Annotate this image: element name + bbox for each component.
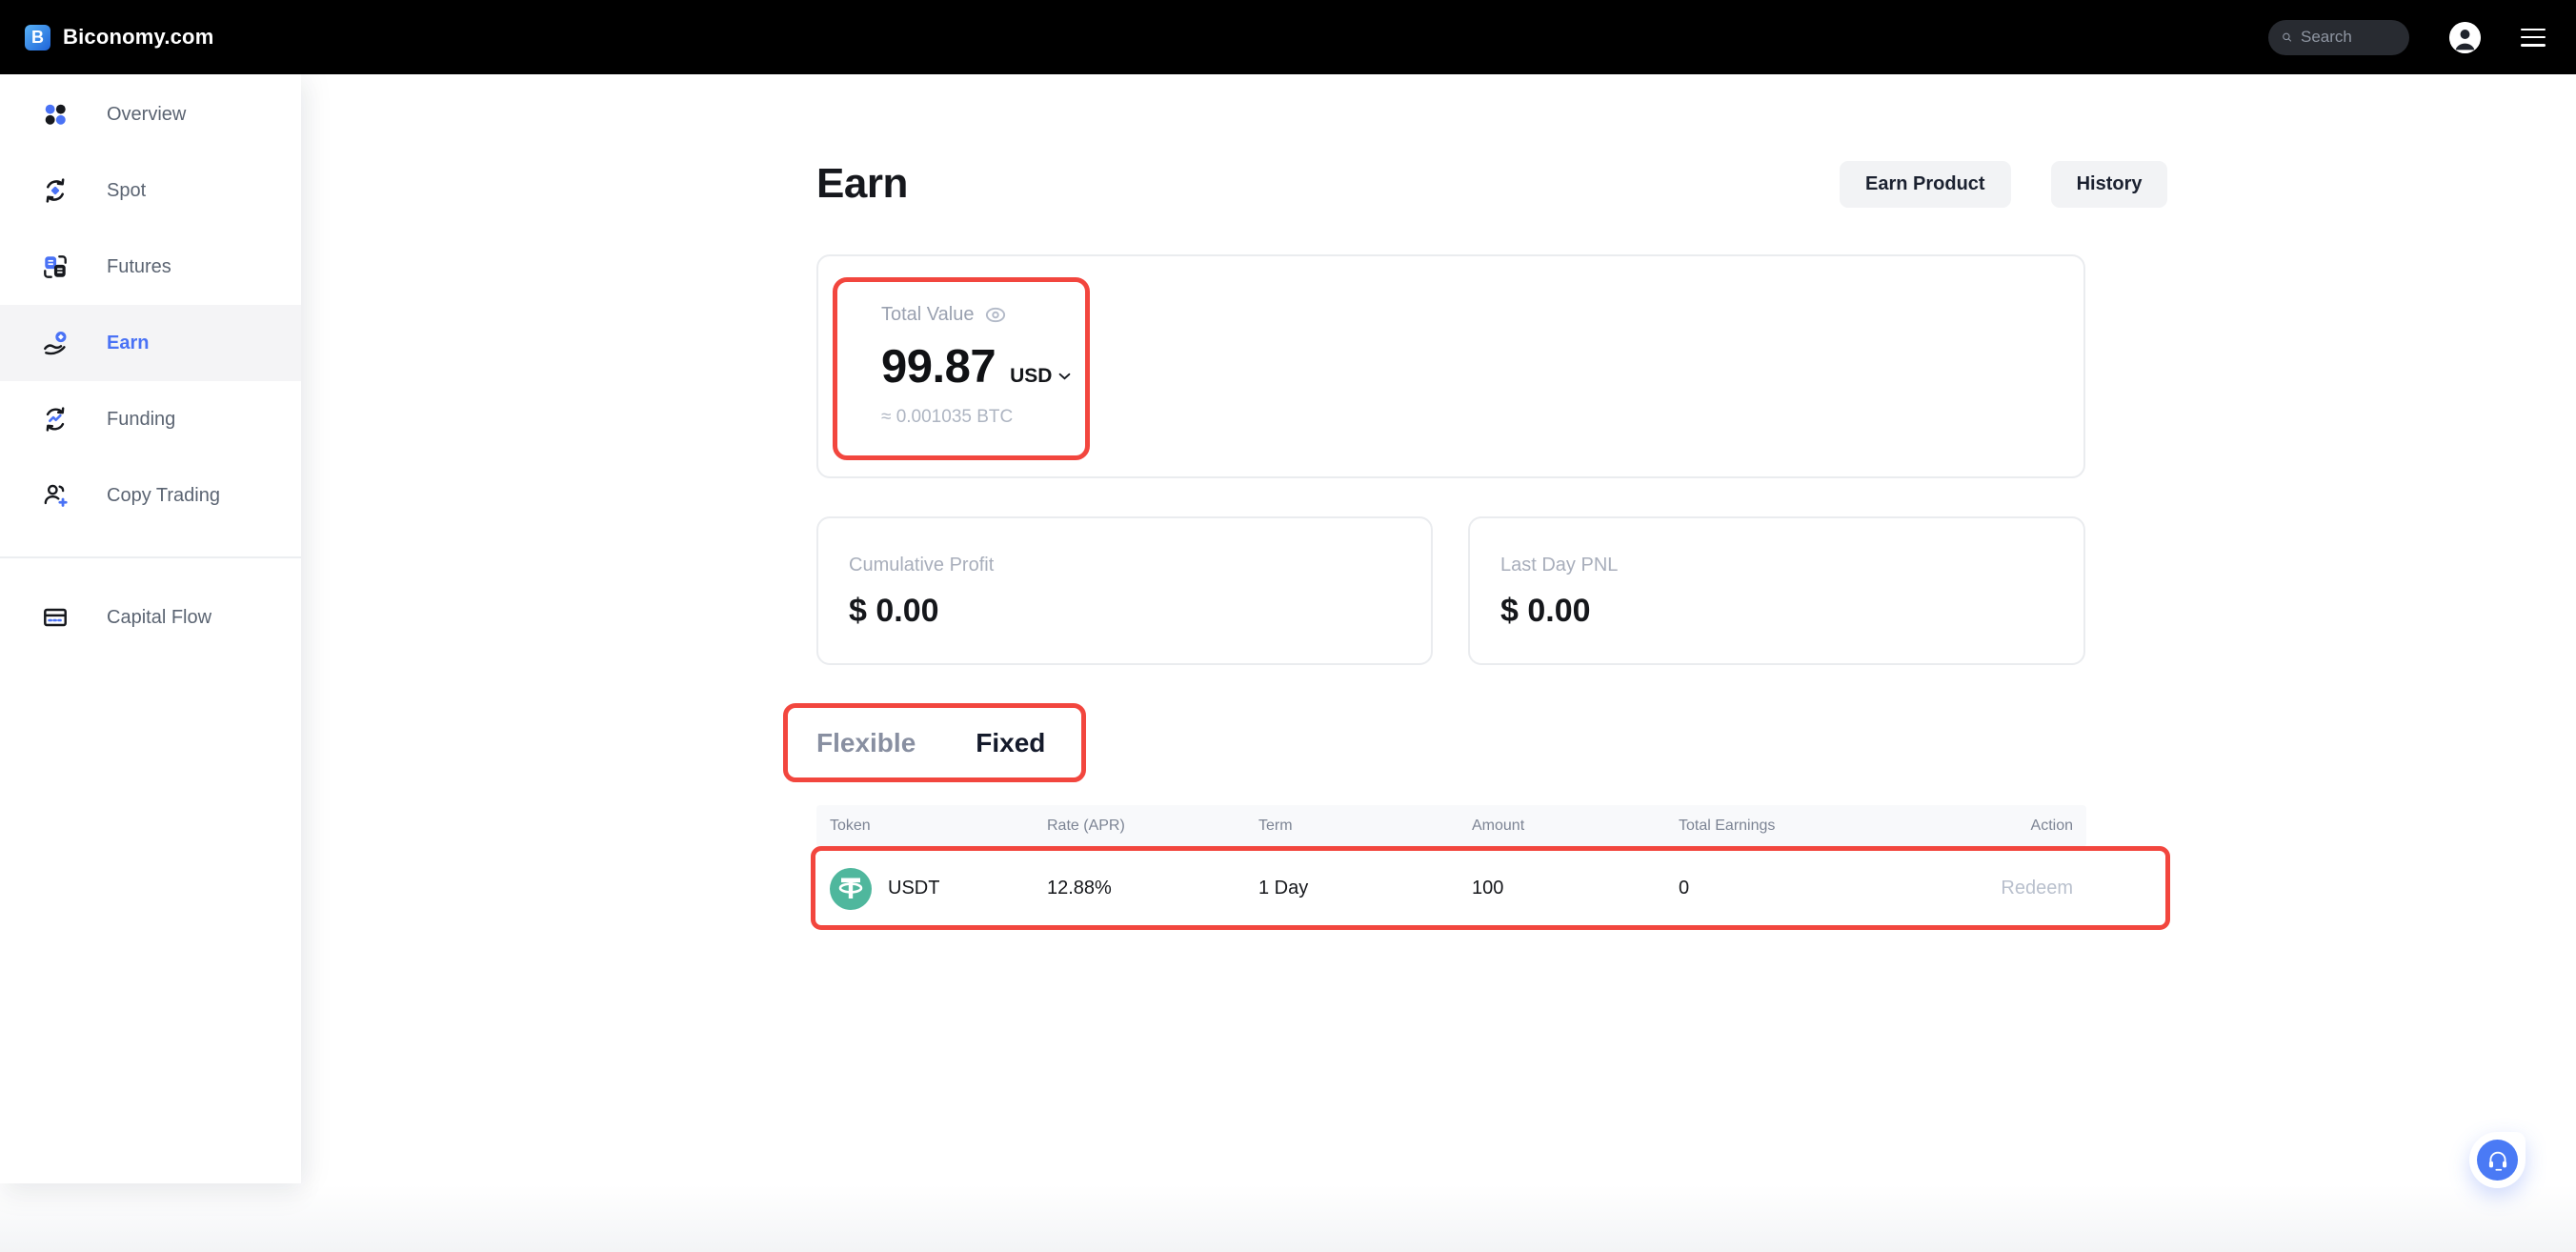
tab-flexible[interactable]: Flexible (816, 727, 916, 757)
cumulative-profit-label: Cumulative Profit (849, 555, 995, 576)
biconomy-logo-icon: B (25, 24, 50, 50)
chevron-down-icon (1059, 373, 1071, 380)
support-chat-button[interactable] (2469, 1132, 2526, 1188)
sidebar-nav: Overview Spot Futures (0, 74, 301, 1183)
sidebar-divider (0, 556, 301, 558)
sidebar-item-capital-flow[interactable]: Capital Flow (0, 579, 301, 656)
search-icon (2283, 32, 2292, 42)
menu-icon[interactable] (2521, 28, 2546, 47)
funding-icon (46, 407, 65, 432)
last-day-pnl-card: Last Day PNL $ 0.00 (1468, 516, 2085, 665)
sidebar-item-label: Spot (107, 179, 147, 201)
history-button[interactable]: History (2050, 161, 2168, 208)
top-header: B Biconomy.com (0, 0, 2576, 74)
currency-selector[interactable]: USD (1010, 365, 1071, 388)
currency-label: USD (1010, 365, 1053, 387)
cumulative-profit-card: Cumulative Profit $ 0.00 (816, 516, 1433, 665)
sidebar-item-funding[interactable]: Funding (0, 381, 301, 457)
tab-fixed[interactable]: Fixed (976, 727, 1046, 757)
col-header-action: Action (2030, 818, 2073, 834)
brand-name: Biconomy.com (63, 25, 214, 49)
btc-equivalent: ≈ 0.001035 BTC (881, 407, 1014, 427)
page-title: Earn (816, 160, 908, 207)
sidebar-item-label: Overview (107, 103, 187, 125)
table-row: USDT 12.88% 1 Day 100 0 Redeem (816, 849, 2086, 928)
brand-logo[interactable]: B Biconomy.com (25, 24, 214, 50)
eye-icon[interactable] (984, 307, 1007, 323)
sidebar-item-overview[interactable]: Overview (0, 76, 301, 152)
last-day-pnl-label: Last Day PNL (1500, 555, 1619, 576)
sidebar-item-earn[interactable]: Earn (0, 305, 301, 381)
col-header-total-earnings: Total Earnings (1679, 818, 1776, 834)
total-earnings-value: 0 (1679, 878, 1690, 899)
total-value-amount: 99.87 (881, 341, 996, 393)
table-header-row: Token Rate (APR) Term Amount Total Earni… (816, 805, 2086, 847)
rate-value: 12.88% (1047, 878, 1112, 899)
cumulative-profit-value: $ 0.00 (849, 593, 939, 629)
sidebar-item-label: Earn (107, 332, 150, 353)
amount-value: 100 (1472, 878, 1504, 899)
sidebar-item-copy-trading[interactable]: Copy Trading (0, 457, 301, 534)
spot-icon (46, 178, 65, 203)
sidebar-item-label: Copy Trading (107, 484, 220, 506)
person-icon (2449, 21, 2481, 53)
sidebar-item-label: Funding (107, 408, 176, 430)
search-box[interactable] (2268, 19, 2409, 55)
col-header-amount: Amount (1472, 818, 1525, 834)
sidebar-item-label: Capital Flow (107, 606, 212, 628)
last-day-pnl-value: $ 0.00 (1500, 593, 1591, 629)
earn-type-tabs: Flexible Fixed (785, 704, 1085, 781)
col-header-token: Token (830, 818, 871, 834)
overview-icon (45, 104, 66, 125)
redeem-button[interactable]: Redeem (2001, 878, 2073, 899)
token-name: USDT (888, 878, 940, 899)
total-value-label: Total Value (881, 304, 975, 325)
earn-product-button[interactable]: Earn Product (1840, 161, 2011, 208)
earn-icon (44, 332, 67, 355)
tether-icon (830, 867, 872, 910)
user-avatar[interactable] (2449, 21, 2481, 53)
futures-icon (44, 255, 67, 278)
col-header-term: Term (1258, 818, 1293, 834)
sidebar-item-futures[interactable]: Futures (0, 229, 301, 305)
term-value: 1 Day (1258, 878, 1309, 899)
capital-flow-icon (44, 608, 67, 627)
sidebar-item-spot[interactable]: Spot (0, 152, 301, 229)
headset-icon (2488, 1151, 2506, 1171)
search-input[interactable] (2301, 28, 2396, 47)
sidebar-item-label: Futures (107, 255, 171, 277)
page-bottom-fade (0, 1185, 2576, 1252)
col-header-rate: Rate (APR) (1047, 818, 1125, 834)
total-value-card: Total Value 99.87 USD ≈ 0.001035 BTC (816, 254, 2085, 478)
copy-trading-icon (44, 484, 68, 507)
